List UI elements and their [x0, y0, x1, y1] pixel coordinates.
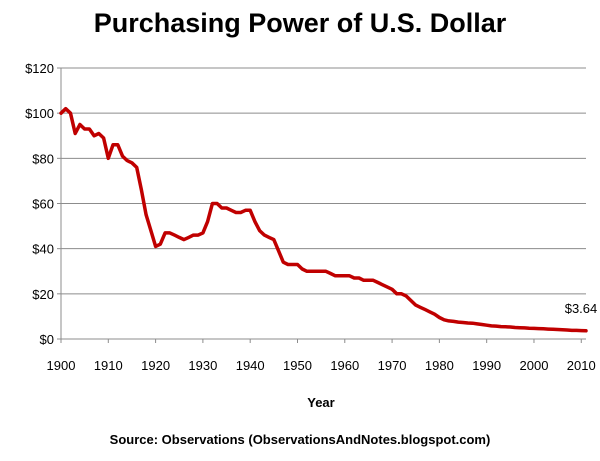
- x-tick-label: 1980: [425, 358, 454, 373]
- y-tick-label: $0: [40, 332, 54, 347]
- chart-title: Purchasing Power of U.S. Dollar: [93, 8, 507, 38]
- x-tick-labels: 1900 1910 1920 1930 1940 1950 1960 1970 1980 1990…: [47, 358, 596, 373]
- y-tick-label: $120: [25, 61, 54, 76]
- x-tick-label: 1940: [236, 358, 265, 373]
- x-tick-label: 1920: [141, 358, 170, 373]
- x-axis-title: Year: [307, 395, 334, 410]
- y-tick-label: $100: [25, 106, 54, 121]
- x-tick-label: 1910: [94, 358, 123, 373]
- series-layer: [59, 106, 588, 333]
- x-tick-label: 1960: [330, 358, 359, 373]
- x-tick-label: 1950: [283, 358, 312, 373]
- y-tick-labels: $0 $20 $40 $60 $80 $100 $120: [25, 61, 54, 347]
- series-line: [59, 106, 588, 333]
- gridlines: [61, 67, 586, 295]
- source-note: Source: Observations (ObservationsAndNot…: [109, 432, 491, 447]
- x-tick-label: 1990: [472, 358, 501, 373]
- x-tick-label: 2010: [567, 358, 596, 373]
- y-tick-label: $40: [32, 242, 54, 257]
- y-tick-label: $20: [32, 287, 54, 302]
- x-tick-label: 1970: [378, 358, 407, 373]
- y-tick-label: $80: [32, 151, 54, 166]
- x-tick-label: 1900: [47, 358, 76, 373]
- x-tick-label: 2000: [520, 358, 549, 373]
- axes: [57, 67, 586, 343]
- x-tick-label: 1930: [188, 358, 217, 373]
- end-value-label: $3.64: [565, 301, 598, 316]
- y-tick-label: $60: [32, 197, 54, 212]
